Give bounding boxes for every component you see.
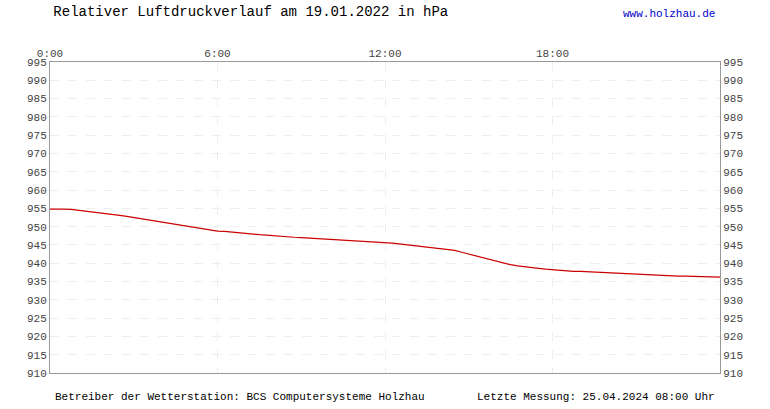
svg-text:995: 995 bbox=[723, 57, 743, 69]
svg-text:12:00: 12:00 bbox=[368, 48, 401, 60]
svg-text:0:00: 0:00 bbox=[37, 48, 63, 60]
svg-text:915: 915 bbox=[27, 350, 47, 362]
svg-text:910: 910 bbox=[723, 368, 743, 380]
svg-text:925: 925 bbox=[27, 313, 47, 325]
svg-text:955: 955 bbox=[723, 203, 743, 215]
svg-text:950: 950 bbox=[27, 222, 47, 234]
svg-text:6:00: 6:00 bbox=[204, 48, 230, 60]
svg-text:960: 960 bbox=[723, 185, 743, 197]
svg-text:940: 940 bbox=[27, 258, 47, 270]
svg-text:955: 955 bbox=[27, 203, 47, 215]
svg-text:965: 965 bbox=[723, 167, 743, 179]
svg-text:990: 990 bbox=[723, 75, 743, 87]
svg-text:925: 925 bbox=[723, 313, 743, 325]
svg-text:970: 970 bbox=[723, 148, 743, 160]
svg-text:915: 915 bbox=[723, 350, 743, 362]
svg-text:Relativer Luftdruckverlauf am: Relativer Luftdruckverlauf am 19.01.2022… bbox=[53, 4, 448, 20]
svg-text:920: 920 bbox=[27, 331, 47, 343]
svg-text:935: 935 bbox=[27, 276, 47, 288]
svg-text:930: 930 bbox=[27, 295, 47, 307]
svg-text:www.holzhau.de: www.holzhau.de bbox=[623, 8, 715, 20]
svg-text:940: 940 bbox=[723, 258, 743, 270]
svg-text:980: 980 bbox=[723, 112, 743, 124]
svg-text:995: 995 bbox=[27, 57, 47, 69]
svg-text:920: 920 bbox=[723, 331, 743, 343]
svg-text:965: 965 bbox=[27, 167, 47, 179]
svg-text:945: 945 bbox=[723, 240, 743, 252]
svg-text:935: 935 bbox=[723, 276, 743, 288]
svg-text:980: 980 bbox=[27, 112, 47, 124]
svg-text:985: 985 bbox=[723, 93, 743, 105]
svg-text:975: 975 bbox=[723, 130, 743, 142]
svg-text:Betreiber der Wetterstation: B: Betreiber der Wetterstation: BCS Compute… bbox=[55, 391, 425, 403]
svg-text:985: 985 bbox=[27, 93, 47, 105]
svg-text:945: 945 bbox=[27, 240, 47, 252]
svg-text:950: 950 bbox=[723, 222, 743, 234]
svg-text:990: 990 bbox=[27, 75, 47, 87]
svg-text:970: 970 bbox=[27, 148, 47, 160]
svg-text:910: 910 bbox=[27, 368, 47, 380]
svg-text:975: 975 bbox=[27, 130, 47, 142]
svg-text:960: 960 bbox=[27, 185, 47, 197]
svg-text:Letzte Messung: 25.04.2024 08:: Letzte Messung: 25.04.2024 08:00 Uhr bbox=[477, 391, 715, 403]
svg-text:18:00: 18:00 bbox=[536, 48, 569, 60]
svg-text:930: 930 bbox=[723, 295, 743, 307]
